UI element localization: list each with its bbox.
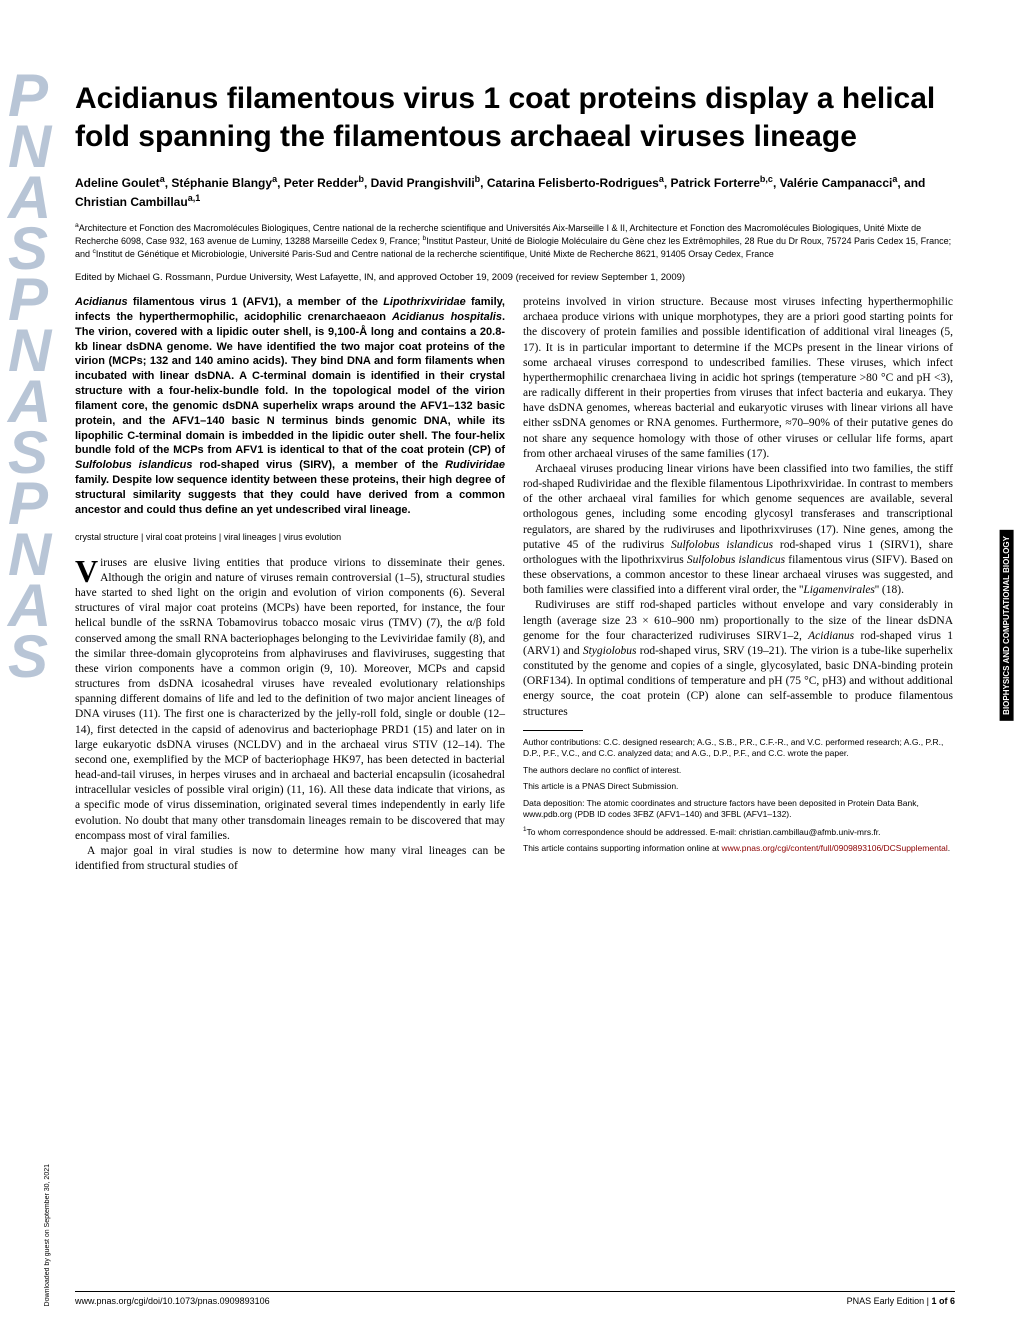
- right-column: proteins involved in virion structure. B…: [523, 295, 953, 874]
- body-p2: A major goal in viral studies is now to …: [75, 844, 505, 874]
- left-column: Acidianus filamentous virus 1 (AFV1), a …: [75, 295, 505, 874]
- footer-notes: Author contributions: C.C. designed rese…: [523, 737, 953, 855]
- edited-by: Edited by Michael G. Rossmann, Purdue Un…: [75, 272, 955, 283]
- footer-bar: www.pnas.org/cgi/doi/10.1073/pnas.090989…: [75, 1291, 955, 1306]
- author-contributions: Author contributions: C.C. designed rese…: [523, 737, 953, 760]
- conflict-statement: The authors declare no conflict of inter…: [523, 765, 953, 776]
- body-r-p1: proteins involved in virion structure. B…: [523, 295, 953, 462]
- direct-submission: This article is a PNAS Direct Submission…: [523, 781, 953, 792]
- affiliations: aArchitecture et Fonction des Macromoléc…: [75, 221, 955, 260]
- body-left: Viruses are elusive living entities that…: [75, 556, 505, 875]
- page-number: PNAS Early Edition | 1 of 6: [847, 1296, 955, 1306]
- body-r-p3: Rudiviruses are stiff rod-shaped particl…: [523, 598, 953, 719]
- data-deposition: Data deposition: The atomic coordinates …: [523, 798, 953, 821]
- drop-cap: V: [75, 556, 100, 585]
- pnas-letter: S: [8, 631, 58, 682]
- doi-url: www.pnas.org/cgi/doi/10.1073/pnas.090989…: [75, 1296, 270, 1306]
- footer-divider: [523, 730, 583, 731]
- download-label: Downloaded by guest on September 30, 202…: [44, 1164, 51, 1306]
- article-title: Acidianus filamentous virus 1 coat prote…: [75, 80, 955, 155]
- body-p1: iruses are elusive living entities that …: [75, 557, 505, 842]
- pnas-logo-vertical: P N A S P N A S P N A S: [8, 70, 58, 770]
- supporting-info: This article contains supporting informa…: [523, 843, 953, 854]
- body-r-p2: Archaeal viruses producing linear virion…: [523, 462, 953, 599]
- body-right: proteins involved in virion structure. B…: [523, 295, 953, 720]
- abstract: Acidianus filamentous virus 1 (AFV1), a …: [75, 295, 505, 518]
- correspondence: 1To whom correspondence should be addres…: [523, 826, 953, 838]
- keywords: crystal structure | viral coat proteins …: [75, 532, 505, 542]
- article-content: Acidianus filamentous virus 1 coat prote…: [75, 80, 955, 874]
- category-label: BIOPHYSICS AND COMPUTATIONAL BIOLOGY: [1000, 530, 1014, 721]
- two-column-body: Acidianus filamentous virus 1 (AFV1), a …: [75, 295, 955, 874]
- authors-list: Adeline Gouleta, Stéphanie Blangya, Pete…: [75, 173, 955, 211]
